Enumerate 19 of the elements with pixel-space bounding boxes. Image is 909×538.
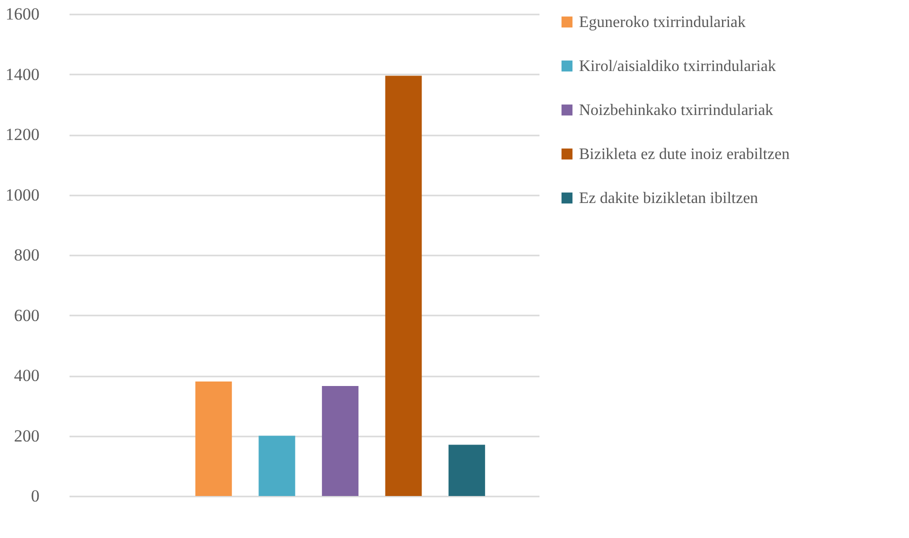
bar	[385, 76, 422, 496]
legend-label: Bizikleta ez dute inoiz erabiltzen	[579, 146, 790, 163]
legend-label: Noizbehinkako txirrindulariak	[579, 102, 774, 119]
legend-label: Eguneroko txirrindulariak	[579, 14, 746, 31]
legend-label: Ez dakite bizikletan ibiltzen	[579, 190, 758, 207]
bar	[258, 436, 296, 496]
bar	[448, 444, 486, 496]
y-tick-label: 1400	[6, 64, 40, 84]
y-tick-label: 1000	[6, 185, 40, 204]
y-tick-label: 1200	[6, 125, 40, 144]
legend-label: Kirol/aisialdiko txirrindulariak	[579, 58, 776, 75]
y-tick-label: 1600	[6, 4, 40, 24]
bar	[322, 386, 358, 496]
y-tick-label: 400	[14, 366, 40, 385]
y-tick-label: 200	[14, 426, 40, 446]
y-tick-label: 600	[14, 306, 40, 325]
y-tick-label: 0	[31, 486, 40, 506]
bar	[195, 382, 232, 496]
y-tick-label: 800	[14, 246, 40, 264]
